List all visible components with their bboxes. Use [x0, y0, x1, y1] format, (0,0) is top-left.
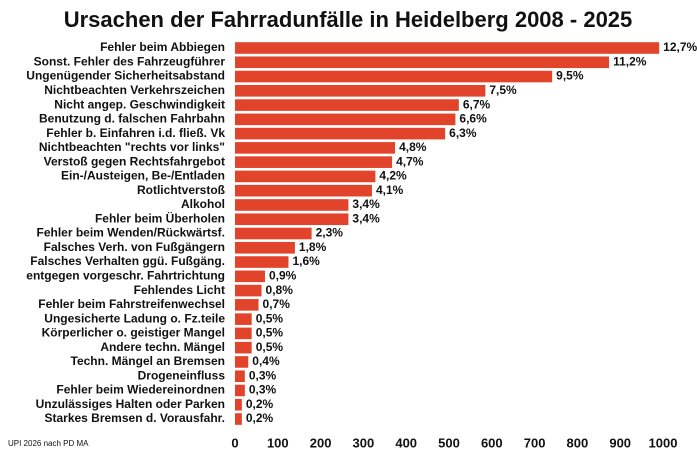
share-label: 4,1% — [376, 183, 404, 197]
bar — [235, 85, 486, 97]
category-label: Starkes Bremsen d. Vorausfahr. — [44, 411, 225, 425]
x-tick-label: 900 — [609, 435, 631, 450]
x-tick-label: 500 — [438, 435, 460, 450]
category-label: Ein-/Austeigen, Be-/Entladen — [61, 169, 225, 183]
bar — [235, 413, 242, 425]
share-label: 4,7% — [396, 154, 424, 168]
bar — [235, 384, 245, 397]
category-label: Ungenügender Sicherheitsabstand — [26, 69, 225, 83]
share-label: 3,4% — [352, 197, 380, 211]
bar — [235, 156, 393, 168]
category-label: Rotlichtverstoß — [137, 183, 225, 197]
share-label: 3,4% — [352, 211, 380, 225]
share-label: 4,2% — [379, 169, 407, 183]
bar — [235, 213, 349, 226]
category-label: Nichtbeachten "rechts vor links" — [39, 140, 225, 154]
bar — [235, 142, 396, 154]
share-label: 1,8% — [299, 240, 327, 254]
share-label: 9,5% — [556, 69, 584, 83]
bar — [235, 127, 446, 140]
share-label: 0,3% — [249, 368, 277, 382]
x-tick-label: 200 — [310, 435, 332, 450]
bar — [235, 241, 295, 254]
bar — [235, 70, 553, 83]
x-tick-label: 1000 — [649, 435, 678, 450]
category-label: Fehler beim Wenden/Rückwärtsf. — [37, 226, 226, 240]
share-label: 6,3% — [449, 126, 477, 140]
category-label: Fehler beim Fahrstreifenwechsel — [38, 297, 225, 311]
share-label: 12,7% — [663, 40, 697, 54]
bar — [235, 284, 262, 297]
bar — [235, 99, 459, 111]
share-label: 7,5% — [489, 83, 517, 97]
category-label: Fehlendes Licht — [134, 283, 225, 297]
bar — [235, 270, 265, 283]
category-label: Ungesicherte Ladung o. Fz.teile — [44, 311, 225, 325]
bar — [235, 199, 349, 211]
category-label: Nichtbeachten Verkehrszeichen — [44, 83, 225, 97]
bar — [235, 299, 259, 311]
category-label: Unzulässiges Halten oder Parken — [36, 397, 225, 411]
category-label: Verstoß gegen Rechtsfahrgebot — [44, 154, 225, 168]
bar — [235, 42, 660, 54]
share-label: 0,5% — [256, 311, 284, 325]
share-label: 11,2% — [613, 54, 647, 68]
bar — [235, 227, 312, 240]
category-label: Fehler beim Abbiegen — [100, 40, 225, 54]
bar — [235, 184, 372, 197]
bar — [235, 313, 252, 325]
share-label: 0,2% — [246, 411, 274, 425]
chart-title: Ursachen der Fahrradunfälle in Heidelber… — [64, 7, 633, 32]
x-tick-label: 100 — [267, 435, 289, 450]
category-label: Sonst. Fehler des Fahrzeugführer — [34, 54, 226, 68]
x-tick-label: 0 — [231, 435, 238, 450]
category-label: Drogeneinfluss — [138, 368, 226, 382]
share-label: 0,5% — [256, 340, 284, 354]
category-label: Fehler b. Einfahren i.d. fließ. Vk — [46, 126, 225, 140]
category-label: entgegen vorgeschr. Fahrtrichtung — [26, 268, 225, 282]
bar — [235, 356, 249, 368]
bar — [235, 327, 252, 340]
bar — [235, 398, 242, 411]
share-label: 0,9% — [269, 268, 297, 282]
category-label: Andere techn. Mängel — [100, 340, 225, 354]
x-tick-label: 800 — [567, 435, 589, 450]
bar — [235, 341, 252, 354]
category-label: Falsches Verh. von Fußgängern — [44, 240, 225, 254]
footnote: UPI 2026 nach PD MA — [8, 439, 89, 448]
bar — [235, 256, 289, 268]
share-label: 0,2% — [246, 397, 274, 411]
x-tick-label: 700 — [524, 435, 546, 450]
category-label: Fehler beim Überholen — [95, 210, 225, 225]
bar — [235, 113, 456, 126]
share-label: 6,7% — [463, 97, 491, 111]
share-label: 0,5% — [256, 326, 284, 340]
x-tick-label: 600 — [481, 435, 503, 450]
bar — [235, 370, 245, 383]
category-label: Falsches Verhalten ggü. Fußgäng. — [30, 254, 225, 268]
bar — [235, 56, 610, 69]
x-tick-label: 400 — [395, 435, 417, 450]
category-label: Alkohol — [181, 197, 225, 211]
category-label: Nicht angep. Geschwindigkeit — [54, 97, 225, 111]
share-label: 4,8% — [399, 140, 427, 154]
share-label: 2,3% — [316, 226, 344, 240]
category-label: Fehler beim Wiedereinordnen — [56, 383, 225, 397]
share-label: 0,8% — [266, 283, 294, 297]
category-label: Techn. Mängel an Bremsen — [71, 354, 225, 368]
share-label: 6,6% — [459, 112, 487, 126]
share-label: 0,7% — [263, 297, 291, 311]
x-tick-label: 300 — [353, 435, 375, 450]
bar — [235, 170, 376, 183]
share-label: 1,6% — [293, 254, 321, 268]
category-label: Benutzung d. falschen Fahrbahn — [39, 112, 225, 126]
category-label: Körperlicher o. geistiger Mangel — [42, 326, 225, 340]
share-label: 0,3% — [249, 383, 277, 397]
share-label: 0,4% — [252, 354, 280, 368]
